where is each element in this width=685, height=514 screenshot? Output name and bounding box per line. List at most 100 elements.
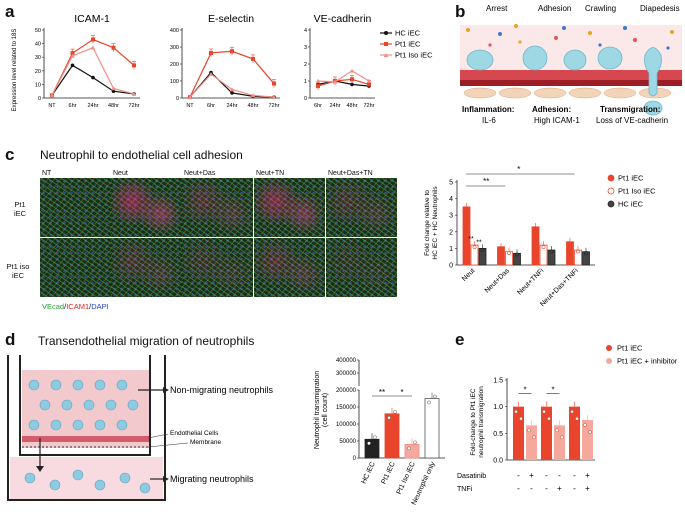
stage-arrest: Arrest (486, 4, 508, 13)
data-point (229, 87, 235, 92)
vecadherin-line-chart: VE-cadherin 0 1 2 3 4 6hr 24hr 48hr 72hr (304, 13, 375, 109)
data-dot (464, 210, 469, 215)
data-point (111, 45, 116, 50)
microscopy-image (326, 178, 397, 237)
data-dot (393, 409, 397, 414)
data-dot (547, 416, 551, 421)
label-non-migrating: Non-migrating neutrophils (170, 385, 274, 395)
data-point (251, 56, 255, 61)
data-dot (514, 409, 518, 414)
data-dot (387, 415, 391, 420)
x-tick-label: 72hr (268, 103, 279, 109)
sig-mark: * (400, 388, 403, 397)
tnfi-sign: + (585, 484, 590, 493)
series-line-2 (317, 70, 370, 83)
data-dot (367, 441, 371, 446)
neutrophils-lower (24, 469, 151, 494)
y-tick-label: 200 (170, 62, 179, 68)
data-dot (542, 409, 546, 414)
data-point (349, 68, 355, 73)
data-point (90, 45, 96, 50)
y-tick-label: 4 (304, 28, 307, 34)
legend-marker (607, 187, 615, 195)
cytokine-dots (466, 24, 674, 50)
legend-iso: Pt1 Iso iEC (395, 51, 433, 60)
bar-0 (541, 406, 552, 460)
panel-d-bar-chart: Neutrophil transmigration (cell count) 0 50… (305, 350, 455, 509)
row-label-pt1: Pt1 iEC (13, 200, 27, 218)
legend-hc: HC iEC (395, 29, 421, 38)
x-tick-label: 72hr (363, 103, 374, 109)
y-tick-label: 200000 (336, 388, 357, 394)
data-dot (568, 242, 572, 246)
y-tick-label: 300 (170, 45, 179, 51)
panel-letter-a: a (5, 2, 15, 21)
y-tick-label: 150000 (336, 405, 357, 411)
y-axis-label-line1: Neutrophil transmigration (314, 371, 321, 449)
y-tick-label: 1 (449, 246, 453, 253)
y-tick-label: 0 (38, 96, 41, 102)
row-label-tnfi: TNFi (457, 486, 473, 493)
tnfi-sign: - (573, 484, 576, 493)
data-point (132, 63, 136, 68)
x-tick-label: 24hr (87, 103, 98, 109)
caption-adhesion: Adhesion: (532, 105, 571, 114)
panel-a-charts: Expression level related to 18S ICAM-1 0 1… (12, 13, 433, 111)
tnfi-sign: - (530, 484, 533, 493)
data-point (91, 75, 95, 80)
x-tick-label: 48hr (108, 103, 119, 109)
y-tick-label: 0 (353, 456, 357, 462)
x-tick-label: Neut (461, 267, 476, 282)
data-point (272, 81, 276, 86)
data-dot (541, 245, 546, 249)
data-dot (519, 416, 523, 421)
y-tick-label: 0 (449, 263, 453, 270)
microscopy-image (254, 238, 325, 297)
microscopy-image (40, 178, 111, 237)
y-tick-label: 0 (176, 96, 179, 102)
data-point (49, 93, 55, 98)
legend-marker (606, 358, 612, 364)
caption-il6: IL-6 (482, 116, 496, 125)
data-dot (570, 409, 574, 414)
tnfi-sign: + (557, 484, 562, 493)
panel-letter-d: d (5, 330, 16, 349)
y-axis-label-line1: Fold change relative to (424, 190, 431, 256)
legend-marker-pt1 (384, 42, 388, 46)
panel-c-title: Neutrophil to endothelial cell adhesion (40, 148, 243, 162)
data-dot (413, 440, 417, 445)
y-tick-label: 4 (449, 196, 453, 203)
panel-a: Expression level related to 18S ICAM-1 0 1… (0, 0, 455, 140)
neutrophil-cells (466, 45, 663, 116)
legend-marker-hc (384, 31, 388, 35)
legend-marker (607, 174, 615, 182)
tnfi-sign: - (545, 484, 548, 493)
col-header-neut-das: Neut+Das (184, 170, 216, 177)
label-endothelial-cells: Endothelial Cells (170, 430, 219, 437)
sig-mark: ** (483, 177, 489, 186)
data-dot (533, 228, 538, 233)
sig-mark: * (517, 165, 520, 174)
bar (424, 398, 440, 459)
y-axis-label-line1: Fold-change to Pt1 iEC (470, 388, 477, 456)
data-dot (373, 435, 377, 440)
data-dot (584, 251, 588, 255)
transmigration-bar-svg: Neutrophil transmigration (cell count) 0 50… (314, 358, 445, 506)
icam1-line-chart: ICAM-1 0 10 20 30 40 50 NT 6hr 24hr 48hr 72hr (35, 13, 140, 109)
y-axis-label-line2: HC iEC + HC Neutrophils (432, 186, 439, 260)
col-header-neut-tn: Neut+TN (256, 170, 285, 177)
line-chart-title: VE-cadherin (314, 13, 372, 25)
tissue-cells (463, 87, 672, 99)
stain-vecad: VEcad (42, 302, 65, 311)
diapedesis-illustration: Arrest Adhesion Crawling Diapedesis Infl… (460, 4, 682, 125)
data-dot (532, 435, 536, 440)
endothelial-layer (22, 436, 149, 442)
y-tick-label: 400000 (336, 358, 357, 364)
data-dot (499, 246, 503, 251)
data-point (111, 86, 116, 91)
legend-label: Pt1 Iso iEC (618, 187, 656, 196)
y-tick-label: 300000 (336, 371, 357, 377)
bar (364, 438, 380, 459)
dasatinib-sign: - (545, 471, 548, 480)
tnfi-sign: - (517, 484, 520, 493)
